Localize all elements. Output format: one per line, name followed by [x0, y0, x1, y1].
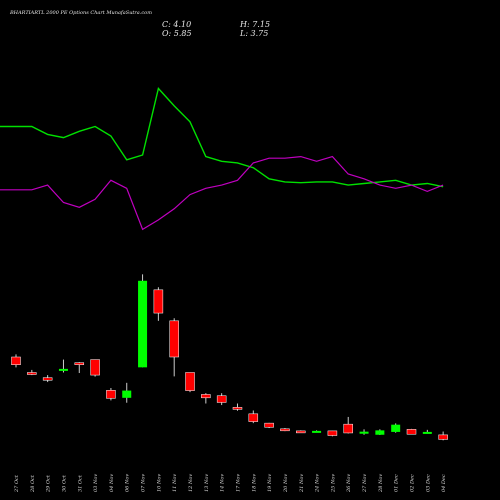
candle-body	[422, 431, 432, 434]
candle-body	[375, 430, 385, 435]
candle-body	[343, 423, 353, 434]
candle-body	[296, 430, 306, 434]
candle	[391, 423, 401, 433]
candle	[359, 429, 369, 435]
x-tick-label: 25 Nov	[330, 474, 336, 493]
x-tick-label: 13 Nov	[204, 474, 210, 492]
candle	[122, 382, 132, 403]
candle-body	[106, 390, 116, 399]
candle-body	[90, 359, 100, 376]
x-tick-label: 30 Oct	[61, 474, 67, 492]
candle-body	[201, 394, 211, 399]
candle-body	[138, 280, 148, 368]
magenta-indicator-line	[0, 155, 444, 231]
candle	[216, 393, 227, 406]
candle	[296, 430, 306, 434]
candle-body	[438, 434, 448, 440]
candle	[90, 359, 100, 377]
candle-body	[185, 372, 195, 391]
candle-body	[264, 422, 274, 428]
candle-body	[216, 395, 227, 403]
candle	[74, 362, 85, 374]
x-tick-label: 17 Nov	[235, 474, 241, 492]
candle	[42, 375, 53, 383]
candle	[106, 388, 116, 401]
x-tick-label: 28 Nov	[378, 474, 384, 493]
x-tick-label: 20 Nov	[283, 474, 289, 493]
candle-body	[42, 377, 53, 381]
x-tick-label: 26 Nov	[346, 474, 352, 493]
x-tick-label: 14 Nov	[220, 474, 226, 492]
x-tick-label: 01 Dec	[394, 474, 400, 492]
low-value: L: 3.75	[240, 29, 269, 38]
x-tick-label: 04 Nov	[109, 474, 115, 492]
chart-title: BHARTIARTL 2000 PE Options Chart MunafaS…	[10, 10, 152, 16]
candle	[185, 372, 195, 393]
x-tick-label: 29 Oct	[46, 474, 52, 493]
candle	[312, 430, 322, 433]
open-value: O: 5.85	[162, 29, 192, 38]
candle-body	[248, 413, 259, 422]
x-tick-label: 04 Dec	[441, 474, 447, 492]
candle-body	[58, 368, 68, 371]
candle-body	[312, 430, 322, 433]
x-tick-label: 03 Nov	[93, 474, 99, 492]
candle	[422, 429, 432, 434]
candle-body	[11, 356, 21, 365]
candle	[248, 410, 259, 424]
candlestick-series	[11, 274, 448, 441]
x-tick-label: 03 Dec	[425, 474, 431, 492]
x-tick-label: 21 Nov	[299, 474, 305, 493]
candle	[58, 359, 68, 373]
x-tick-label: 28 Oct	[30, 474, 36, 493]
candle-body	[327, 430, 338, 436]
x-tick-label: 31 Oct	[77, 474, 83, 492]
candle	[11, 354, 21, 368]
candle	[406, 428, 417, 435]
x-tick-label: 06 Nov	[125, 474, 131, 492]
candle	[438, 431, 448, 441]
candle	[169, 318, 179, 377]
close-value: C: 4.10	[162, 20, 192, 29]
candle-body	[359, 431, 369, 434]
high-value: H: 7.15	[240, 20, 271, 29]
candle	[138, 274, 148, 368]
x-tick-label: 18 Nov	[251, 474, 257, 492]
x-tick-label: 24 Nov	[315, 474, 321, 493]
x-tick-label: 27 Nov	[362, 474, 368, 493]
x-tick-label: 02 Dec	[410, 474, 416, 492]
candle-body	[232, 407, 243, 410]
candle	[153, 287, 164, 321]
candle-body	[153, 289, 164, 314]
candle	[375, 429, 385, 436]
x-tick-label: 10 Nov	[156, 474, 162, 492]
x-axis-ticks: 27 Oct 28 Oct 29 Oct 30 Oct 31 Oct 03 Nov 04 N…	[14, 474, 447, 493]
candle-body	[169, 320, 179, 358]
candle	[264, 422, 274, 429]
x-tick-label: 07 Nov	[141, 474, 147, 492]
x-tick-label: 11 Nov	[172, 474, 178, 492]
candle	[280, 428, 290, 432]
x-tick-label: 27 Oct	[14, 474, 20, 493]
green-indicator-line	[0, 87, 444, 188]
candle-body	[280, 428, 290, 432]
x-tick-label: 19 Nov	[267, 474, 273, 492]
indicator-lines	[0, 87, 444, 231]
candle	[232, 403, 243, 411]
candle	[327, 430, 338, 437]
candle-body	[406, 429, 417, 435]
candle-body	[74, 362, 85, 365]
candle-body	[27, 372, 37, 375]
candle-body	[122, 390, 132, 398]
candle-body	[391, 424, 401, 432]
candle	[201, 393, 211, 404]
x-tick-label: 12 Nov	[188, 474, 194, 492]
candle	[343, 416, 353, 434]
candle	[27, 369, 37, 376]
